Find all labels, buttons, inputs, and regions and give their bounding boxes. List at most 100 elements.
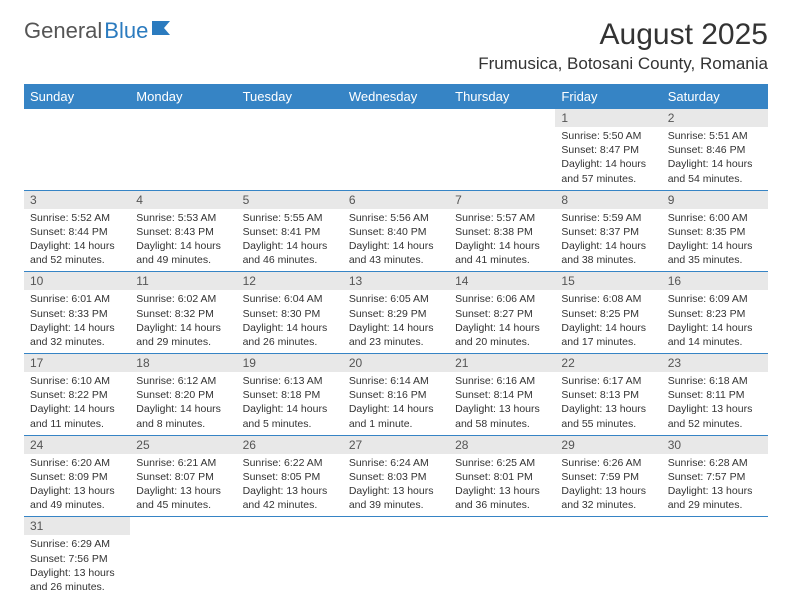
day-details: Sunrise: 6:06 AMSunset: 8:27 PMDaylight:… [449,290,555,353]
calendar-row: 3Sunrise: 5:52 AMSunset: 8:44 PMDaylight… [24,190,768,272]
calendar-cell: 10Sunrise: 6:01 AMSunset: 8:33 PMDayligh… [24,272,130,354]
day-number: 19 [237,354,343,372]
day-details: Sunrise: 6:13 AMSunset: 8:18 PMDaylight:… [237,372,343,435]
day-details: Sunrise: 6:20 AMSunset: 8:09 PMDaylight:… [24,454,130,517]
day-number: 22 [555,354,661,372]
calendar-cell-empty [449,109,555,190]
calendar-cell-empty [24,109,130,190]
location-text: Frumusica, Botosani County, Romania [478,54,768,74]
calendar-cell: 4Sunrise: 5:53 AMSunset: 8:43 PMDaylight… [130,190,236,272]
day-number: 3 [24,191,130,209]
calendar-cell: 8Sunrise: 5:59 AMSunset: 8:37 PMDaylight… [555,190,661,272]
calendar-cell-empty [662,517,768,598]
calendar-cell-empty [555,517,661,598]
calendar-cell-empty [130,109,236,190]
calendar-cell-empty [237,517,343,598]
calendar-cell: 29Sunrise: 6:26 AMSunset: 7:59 PMDayligh… [555,435,661,517]
day-details: Sunrise: 6:25 AMSunset: 8:01 PMDaylight:… [449,454,555,517]
day-details: Sunrise: 6:16 AMSunset: 8:14 PMDaylight:… [449,372,555,435]
day-number: 26 [237,436,343,454]
calendar-row: 24Sunrise: 6:20 AMSunset: 8:09 PMDayligh… [24,435,768,517]
calendar-cell: 30Sunrise: 6:28 AMSunset: 7:57 PMDayligh… [662,435,768,517]
calendar-cell: 12Sunrise: 6:04 AMSunset: 8:30 PMDayligh… [237,272,343,354]
brand-logo: GeneralBlue [24,18,174,44]
day-details: Sunrise: 5:55 AMSunset: 8:41 PMDaylight:… [237,209,343,272]
calendar-table: SundayMondayTuesdayWednesdayThursdayFrid… [24,84,768,598]
day-details: Sunrise: 6:14 AMSunset: 8:16 PMDaylight:… [343,372,449,435]
day-number: 30 [662,436,768,454]
day-number: 6 [343,191,449,209]
day-details: Sunrise: 5:57 AMSunset: 8:38 PMDaylight:… [449,209,555,272]
calendar-cell-empty [343,109,449,190]
calendar-cell: 7Sunrise: 5:57 AMSunset: 8:38 PMDaylight… [449,190,555,272]
weekday-header: Thursday [449,84,555,109]
calendar-row: 10Sunrise: 6:01 AMSunset: 8:33 PMDayligh… [24,272,768,354]
day-number: 24 [24,436,130,454]
day-details: Sunrise: 6:10 AMSunset: 8:22 PMDaylight:… [24,372,130,435]
title-block: August 2025 Frumusica, Botosani County, … [478,18,768,74]
day-number: 21 [449,354,555,372]
weekday-header: Friday [555,84,661,109]
calendar-cell: 21Sunrise: 6:16 AMSunset: 8:14 PMDayligh… [449,354,555,436]
day-details: Sunrise: 6:21 AMSunset: 8:07 PMDaylight:… [130,454,236,517]
day-number: 31 [24,517,130,535]
calendar-cell: 15Sunrise: 6:08 AMSunset: 8:25 PMDayligh… [555,272,661,354]
day-details: Sunrise: 6:04 AMSunset: 8:30 PMDaylight:… [237,290,343,353]
day-number: 11 [130,272,236,290]
calendar-row: 17Sunrise: 6:10 AMSunset: 8:22 PMDayligh… [24,354,768,436]
calendar-cell: 24Sunrise: 6:20 AMSunset: 8:09 PMDayligh… [24,435,130,517]
day-number: 4 [130,191,236,209]
day-details: Sunrise: 5:53 AMSunset: 8:43 PMDaylight:… [130,209,236,272]
weekday-header: Sunday [24,84,130,109]
day-number: 12 [237,272,343,290]
day-details: Sunrise: 6:05 AMSunset: 8:29 PMDaylight:… [343,290,449,353]
weekday-header: Saturday [662,84,768,109]
day-number: 13 [343,272,449,290]
calendar-cell: 22Sunrise: 6:17 AMSunset: 8:13 PMDayligh… [555,354,661,436]
calendar-cell: 17Sunrise: 6:10 AMSunset: 8:22 PMDayligh… [24,354,130,436]
day-number: 10 [24,272,130,290]
calendar-cell-empty [237,109,343,190]
day-number: 7 [449,191,555,209]
day-number: 27 [343,436,449,454]
calendar-cell: 19Sunrise: 6:13 AMSunset: 8:18 PMDayligh… [237,354,343,436]
calendar-cell: 11Sunrise: 6:02 AMSunset: 8:32 PMDayligh… [130,272,236,354]
weekday-header: Tuesday [237,84,343,109]
day-details: Sunrise: 6:29 AMSunset: 7:56 PMDaylight:… [24,535,130,598]
day-number: 25 [130,436,236,454]
day-details: Sunrise: 6:28 AMSunset: 7:57 PMDaylight:… [662,454,768,517]
calendar-cell: 3Sunrise: 5:52 AMSunset: 8:44 PMDaylight… [24,190,130,272]
weekday-header: Monday [130,84,236,109]
day-details: Sunrise: 5:59 AMSunset: 8:37 PMDaylight:… [555,209,661,272]
day-details: Sunrise: 6:08 AMSunset: 8:25 PMDaylight:… [555,290,661,353]
calendar-cell: 27Sunrise: 6:24 AMSunset: 8:03 PMDayligh… [343,435,449,517]
calendar-cell: 6Sunrise: 5:56 AMSunset: 8:40 PMDaylight… [343,190,449,272]
calendar-cell: 20Sunrise: 6:14 AMSunset: 8:16 PMDayligh… [343,354,449,436]
calendar-row: 1Sunrise: 5:50 AMSunset: 8:47 PMDaylight… [24,109,768,190]
day-number: 16 [662,272,768,290]
calendar-cell: 5Sunrise: 5:55 AMSunset: 8:41 PMDaylight… [237,190,343,272]
day-number: 15 [555,272,661,290]
calendar-cell: 9Sunrise: 6:00 AMSunset: 8:35 PMDaylight… [662,190,768,272]
calendar-cell: 28Sunrise: 6:25 AMSunset: 8:01 PMDayligh… [449,435,555,517]
brand-part2: Blue [104,18,148,44]
day-details: Sunrise: 5:52 AMSunset: 8:44 PMDaylight:… [24,209,130,272]
day-details: Sunrise: 6:22 AMSunset: 8:05 PMDaylight:… [237,454,343,517]
day-number: 28 [449,436,555,454]
calendar-cell: 26Sunrise: 6:22 AMSunset: 8:05 PMDayligh… [237,435,343,517]
day-details: Sunrise: 5:50 AMSunset: 8:47 PMDaylight:… [555,127,661,190]
day-details: Sunrise: 6:26 AMSunset: 7:59 PMDaylight:… [555,454,661,517]
day-number: 18 [130,354,236,372]
day-number: 17 [24,354,130,372]
weekday-header-row: SundayMondayTuesdayWednesdayThursdayFrid… [24,84,768,109]
calendar-cell-empty [343,517,449,598]
calendar-cell: 25Sunrise: 6:21 AMSunset: 8:07 PMDayligh… [130,435,236,517]
day-details: Sunrise: 6:09 AMSunset: 8:23 PMDaylight:… [662,290,768,353]
weekday-header: Wednesday [343,84,449,109]
day-number: 1 [555,109,661,127]
day-number: 2 [662,109,768,127]
day-number: 9 [662,191,768,209]
calendar-cell: 1Sunrise: 5:50 AMSunset: 8:47 PMDaylight… [555,109,661,190]
day-details: Sunrise: 5:56 AMSunset: 8:40 PMDaylight:… [343,209,449,272]
day-number: 5 [237,191,343,209]
